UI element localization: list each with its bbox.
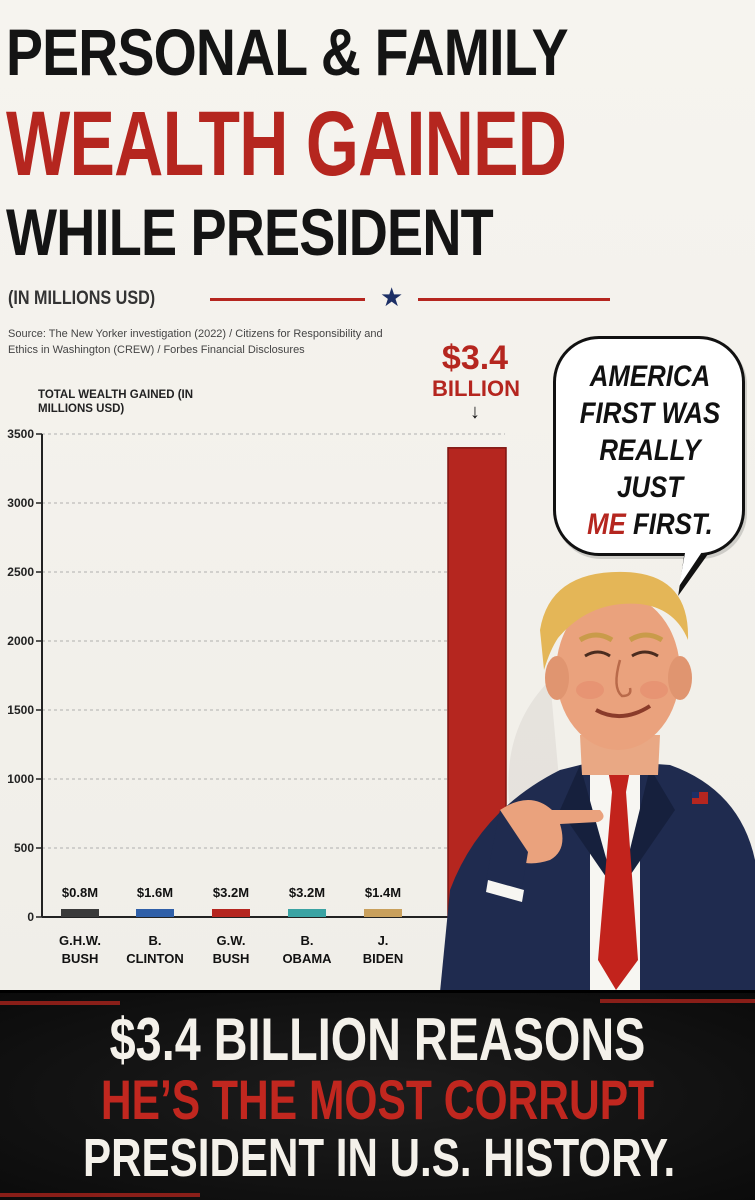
bar-b-clinton [136, 909, 174, 917]
x-tick-label: BUSH [62, 951, 99, 966]
banner-streak [600, 999, 755, 1003]
title-line-3: WHILE PRESIDENT [6, 195, 494, 269]
y-axis-title: TOTAL WEALTH GAINED (IN MILLIONS USD) [38, 388, 198, 416]
divider-right [418, 298, 610, 301]
bubble-line-4-rest: FIRST. [625, 508, 713, 541]
y-tick-label: 0 [27, 910, 34, 924]
x-tick-label: G.H.W. [59, 933, 101, 948]
y-tick-label: 2000 [7, 634, 34, 648]
bar-j-biden [364, 909, 402, 917]
x-tick-label: BUSH [213, 951, 250, 966]
x-tick-label: OBAMA [282, 951, 332, 966]
callout-unit: BILLION [432, 376, 520, 401]
caricature-illustration [440, 571, 755, 992]
speech-bubble [553, 336, 745, 556]
x-tick-label: B. [149, 933, 162, 948]
data-label: $1.4M [365, 885, 401, 900]
x-tick-label: J. [378, 933, 389, 948]
bubble-line-4: ME FIRST. [573, 506, 728, 543]
bubble-line-3: REALLY JUST [599, 434, 701, 504]
y-tick-label: 500 [14, 841, 34, 855]
source-note: Source: The New Yorker investigation (20… [8, 328, 383, 356]
bar-b-obama [288, 909, 326, 917]
speech-bubble-text: AMERICA FIRST WAS REALLY JUST ME FIRST. [573, 358, 728, 543]
data-label: $0.8M [62, 885, 98, 900]
callout-amount: $3.4 [441, 339, 509, 377]
title-line-1: PERSONAL & FAMILY [6, 15, 569, 89]
x-tick-label: CLINTON [126, 951, 184, 966]
title-line-2: WEALTH GAINED [6, 93, 567, 195]
y-tick-label: 1000 [7, 772, 34, 786]
data-label: $1.6M [137, 885, 173, 900]
y-tick-label: 2500 [7, 565, 34, 579]
banner-streak [0, 1193, 200, 1197]
y-tick-label: 3000 [7, 496, 34, 510]
trump-value-callout: $3.4 BILLION ↓ [432, 339, 520, 423]
divider-left [210, 298, 365, 301]
y-tick-label: 3500 [7, 427, 34, 441]
bar-g-w-bush [212, 909, 250, 917]
y-axis-title-text: TOTAL WEALTH GAINED (IN MILLIONS USD) [38, 389, 194, 415]
bar-g-h-w-bush [61, 909, 99, 917]
x-tick-label: BIDEN [363, 951, 403, 966]
x-tick-label: G.W. [217, 933, 246, 948]
banner-streak [0, 1001, 120, 1005]
data-label: $3.2M [289, 885, 325, 900]
bottom-banner: $3.4 BILLION REASONS HE’S THE MOST CORRU… [0, 990, 755, 1200]
subtitle-units: (IN MILLIONS USD) [8, 288, 156, 309]
x-tick-label: B. [301, 933, 314, 948]
bubble-line-2: FIRST WAS [579, 397, 721, 430]
banner-line-1: $3.4 BILLION REASONS [109, 1006, 646, 1073]
bubble-emphasis: ME [587, 508, 626, 541]
banner-line-3: PRESIDENT IN U.S. HISTORY. [83, 1128, 676, 1188]
star-icon: ★ [380, 282, 404, 312]
y-tick-label: 1500 [7, 703, 34, 717]
banner-line-2: HE’S THE MOST CORRUPT [100, 1068, 655, 1131]
bubble-line-1: AMERICA [589, 360, 711, 393]
down-arrow-icon: ↓ [470, 401, 480, 423]
data-label: $3.2M [213, 885, 249, 900]
